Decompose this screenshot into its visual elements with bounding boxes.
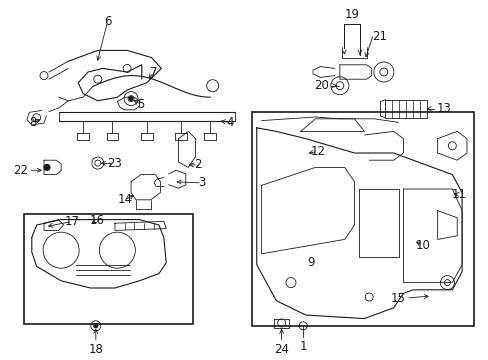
Text: 3: 3 — [198, 176, 205, 189]
Text: 9: 9 — [307, 256, 315, 269]
Text: 14: 14 — [117, 193, 132, 206]
Text: 7: 7 — [150, 66, 158, 78]
Text: 15: 15 — [390, 292, 405, 305]
Text: 1: 1 — [299, 340, 306, 353]
Text: 11: 11 — [451, 188, 466, 201]
Text: 22: 22 — [13, 164, 28, 177]
Text: 8: 8 — [29, 116, 37, 129]
Text: 10: 10 — [415, 239, 429, 252]
Text: 23: 23 — [107, 157, 122, 170]
Circle shape — [44, 165, 50, 170]
Bar — [251, 112, 473, 326]
Text: 19: 19 — [344, 8, 359, 21]
Text: 6: 6 — [103, 15, 111, 28]
Text: 5: 5 — [137, 98, 144, 111]
Text: 18: 18 — [88, 343, 103, 356]
Text: 20: 20 — [313, 79, 328, 92]
Text: 12: 12 — [310, 145, 325, 158]
Text: 16: 16 — [89, 214, 104, 227]
Text: 17: 17 — [65, 215, 80, 228]
Text: 21: 21 — [372, 30, 387, 43]
Text: 4: 4 — [225, 116, 233, 129]
Text: 2: 2 — [194, 158, 202, 171]
Circle shape — [94, 324, 98, 328]
Circle shape — [129, 96, 133, 101]
Text: 13: 13 — [435, 102, 450, 115]
Text: 24: 24 — [274, 343, 288, 356]
Bar — [24, 214, 193, 324]
